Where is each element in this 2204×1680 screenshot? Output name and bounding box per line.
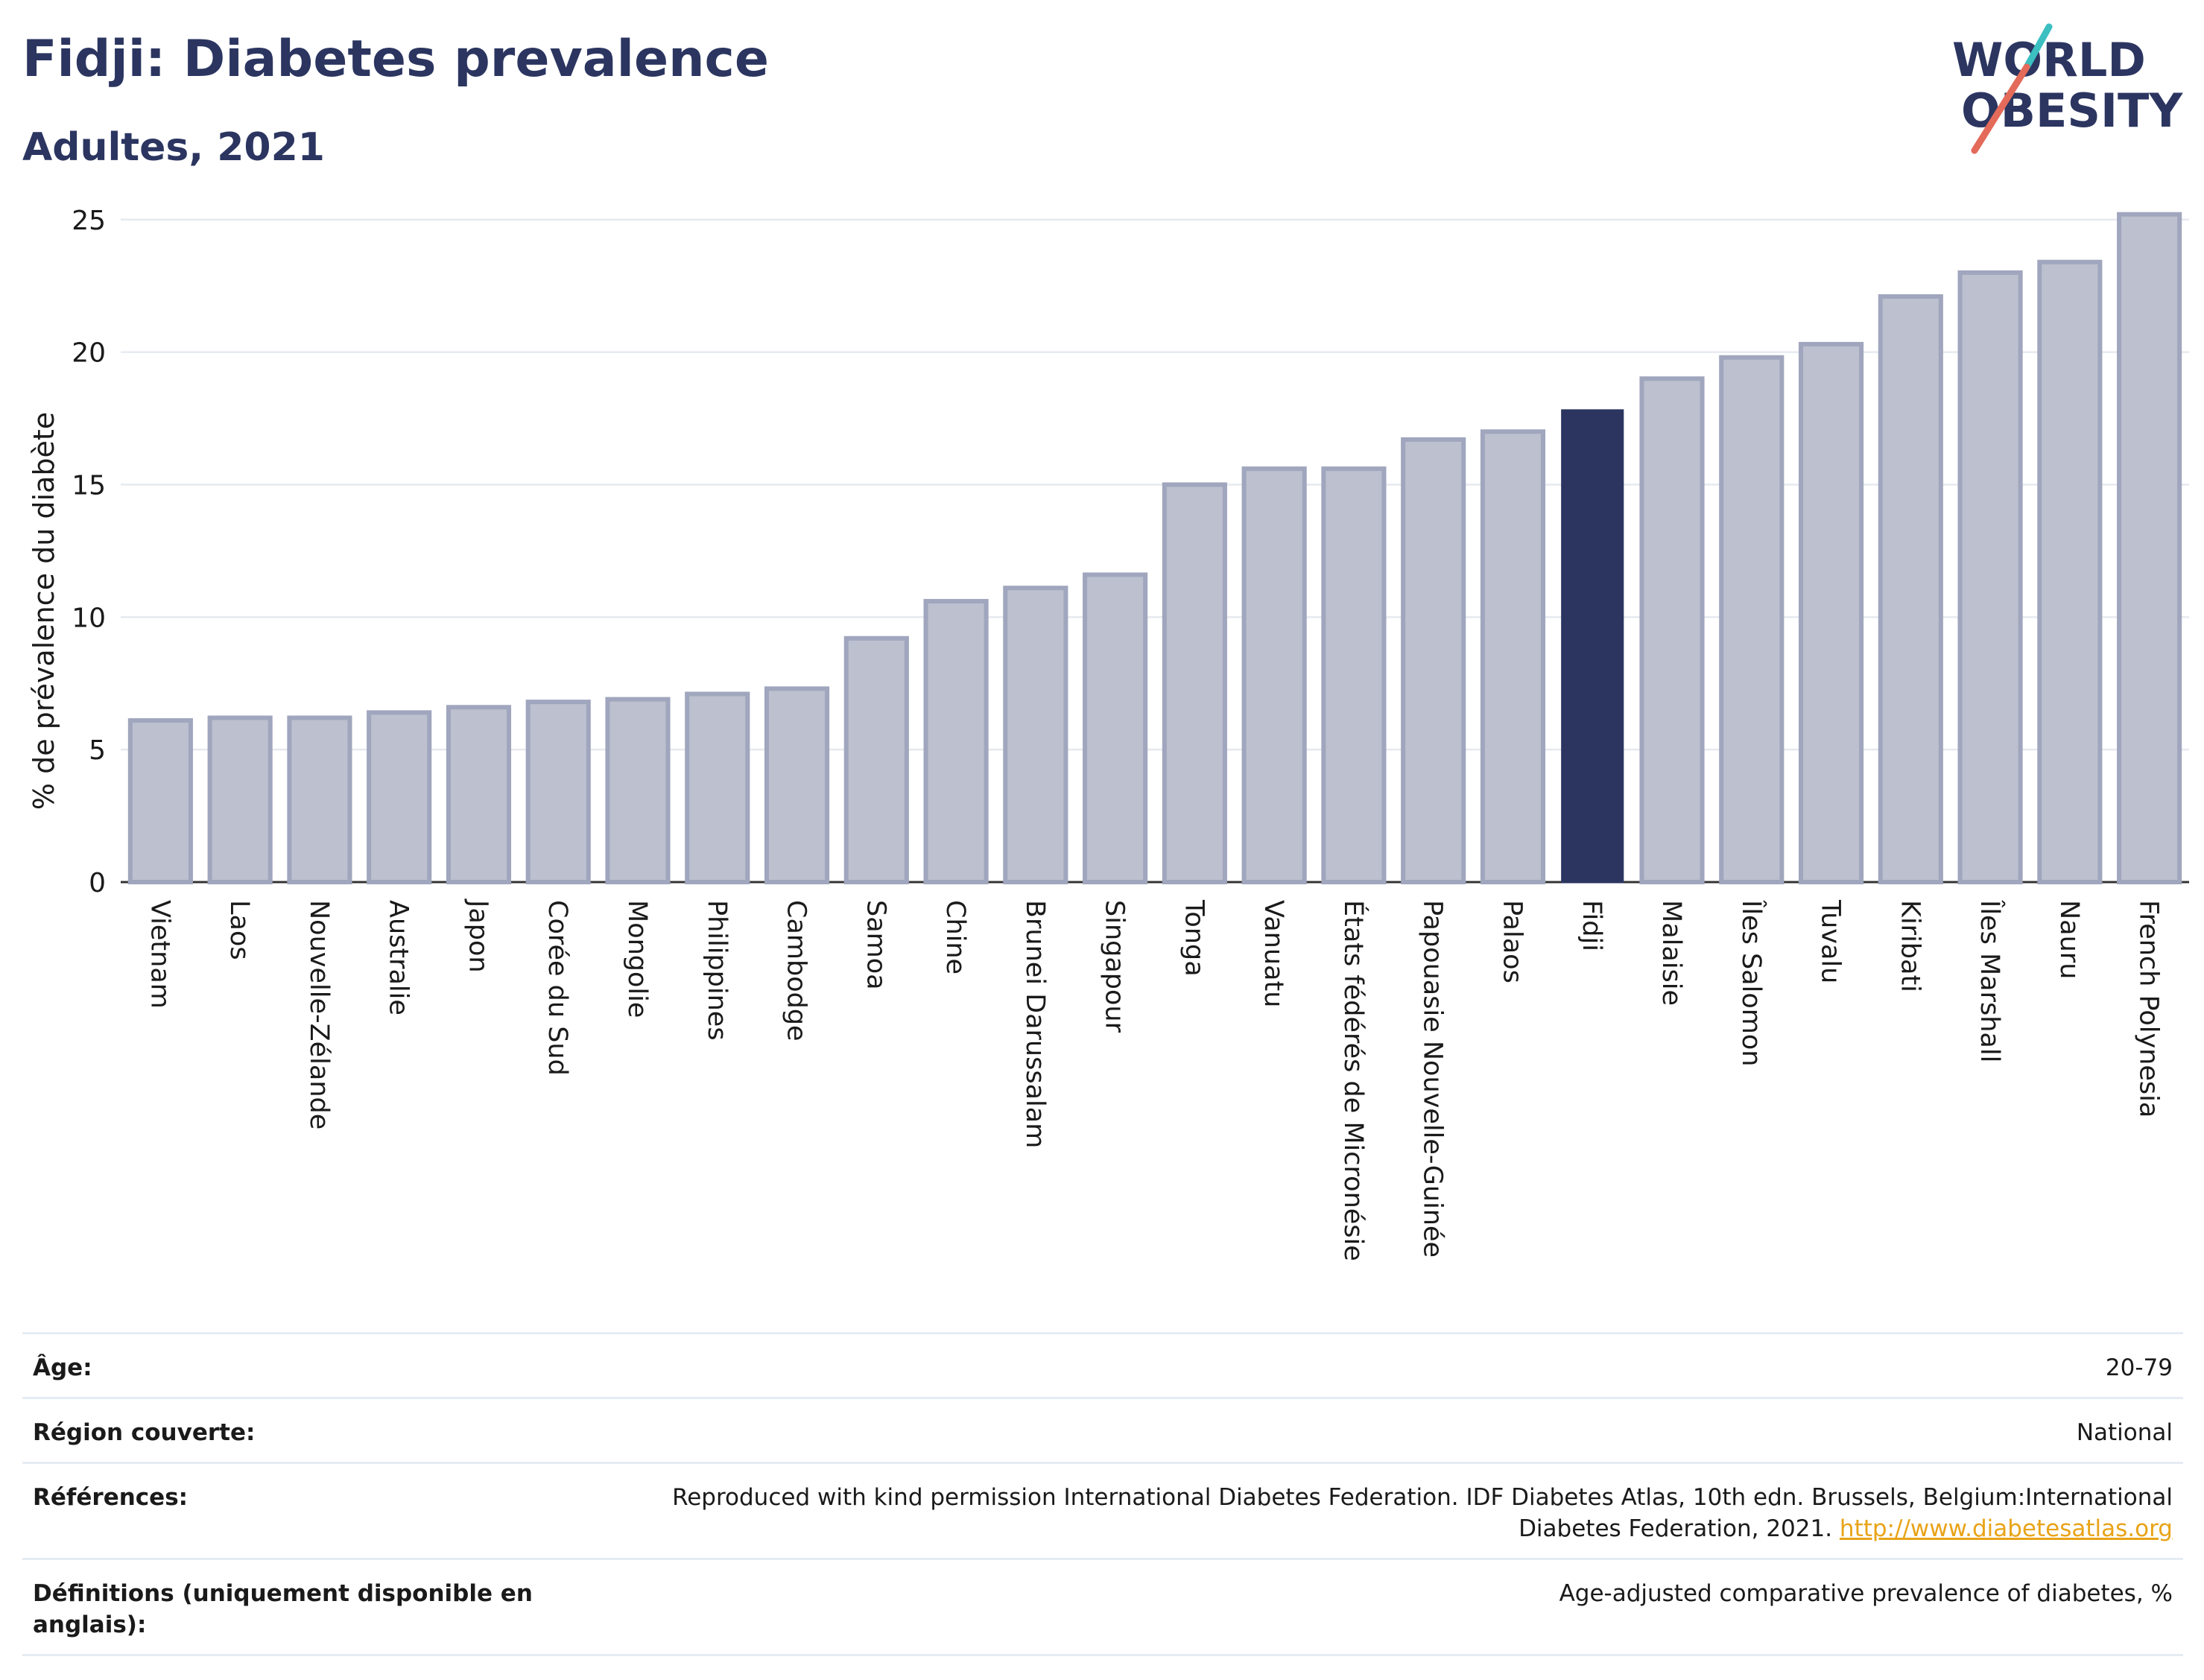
logo-text-world: WORLD [1952, 33, 2146, 87]
x-tick-label: Tuvalu [1816, 899, 1846, 983]
bar-tuvalu [1798, 341, 1864, 884]
x-tick-label: Nauru [2054, 900, 2084, 979]
x-tick-label: Mongolie [622, 900, 652, 1018]
x-tick-label: Vanuatu [1258, 900, 1288, 1007]
y-tick-label: 25 [72, 206, 106, 236]
bar-vanuatu [1241, 466, 1307, 884]
meta-age-value: 20-79 [2105, 1354, 2173, 1381]
bar-australie [367, 710, 432, 884]
x-tick-label: Japon [463, 898, 493, 973]
bar-palaos [1480, 429, 1546, 884]
logo-slash-coral [1971, 63, 2030, 154]
x-tick-label: Corée du Sud [542, 900, 572, 1076]
x-tick-label: Laos [224, 900, 254, 960]
bar-kiribati [1878, 294, 1943, 884]
bar-tonga [1162, 482, 1227, 884]
x-tick-label: Chine [940, 900, 970, 974]
bar-chart: 0 5 10 15 20 25 Vietnam Laos Nouvelle-Zélande Au… [28, 206, 2189, 1261]
x-axis-ticks: Vietnam Laos Nouvelle-Zélande Australie Japo… [145, 898, 2163, 1261]
x-tick-label: Samoa [861, 900, 890, 990]
meta-references-value: Reproduced with kind permission Internat… [571, 1482, 2173, 1544]
logo-slash-teal [2023, 23, 2053, 71]
bar--les-salomon [1719, 355, 1785, 885]
chart-title: Fidji: Diabetes prevalence [22, 30, 769, 89]
meta-row-age: Âge: 20-79 [22, 1332, 2183, 1397]
x-tick-label: Îles Marshall [1975, 899, 2006, 1062]
bar-nouvelle-z-lande [287, 715, 352, 884]
x-tick-label: Philippines [702, 900, 732, 1041]
x-tick-label: Singapour [1100, 900, 1130, 1033]
diabetesatlas-link[interactable]: http://www.diabetesatlas.org [1839, 1515, 2173, 1542]
meta-definitions-value: Age-adjusted comparative prevalence of d… [1559, 1580, 2173, 1607]
bar-samoa [843, 635, 909, 884]
bar-cor-e-du-sud [525, 700, 591, 885]
x-tick-label: Nouvelle-Zélande [304, 900, 334, 1129]
x-tick-label: Îles Salomon [1736, 899, 1767, 1066]
world-obesity-logo: WORLD OBESITY [1952, 23, 2183, 154]
bar-philippines [685, 691, 750, 885]
y-tick-label: 0 [89, 868, 106, 898]
meta-references-text: Reproduced with kind permission Internat… [672, 1484, 2173, 1542]
meta-age-label: Âge: [33, 1354, 92, 1381]
x-tick-label: Malaisie [1656, 900, 1686, 1006]
bar--les-marshall [1957, 270, 2023, 884]
bar-cambodge [764, 686, 830, 884]
bar-malaisie [1639, 376, 1705, 884]
bar-nauru [2037, 259, 2103, 885]
y-axis-ticks: 0 5 10 15 20 25 [72, 206, 106, 898]
x-tick-label: Australie [384, 900, 414, 1015]
x-tick-label: Palaos [1497, 900, 1527, 983]
x-tick-label: Fidji [1577, 900, 1606, 951]
bar-french-polynesia [2117, 212, 2182, 884]
bar-laos [207, 715, 273, 884]
metadata-table: Âge: 20-79 Région couverte: National Réf… [22, 1332, 2183, 1656]
bar-japon [446, 705, 512, 885]
x-tick-label: Tonga [1179, 899, 1209, 977]
x-tick-label: Kiribati [1895, 900, 1925, 992]
chart-subtitle: Adultes, 2021 [22, 125, 325, 170]
meta-references-label: Références: [33, 1484, 189, 1511]
bar-brunei-darussalam [1003, 586, 1068, 884]
y-tick-label: 10 [72, 603, 106, 633]
meta-region-label: Région couverte: [33, 1419, 256, 1446]
x-tick-label: French Polynesia [2134, 900, 2164, 1118]
bar-papouasie-nouvelle-guin-e [1401, 437, 1466, 884]
meta-row-definitions: Définitions (uniquement disponible en an… [22, 1558, 2183, 1656]
bars [127, 212, 2182, 885]
bar-mongolie [605, 697, 671, 884]
bar-fidji [1561, 409, 1624, 884]
meta-definitions-label: Définitions (uniquement disponible en an… [33, 1580, 533, 1638]
x-tick-label: Brunei Darussalam [1020, 900, 1050, 1148]
bar-chine [923, 598, 989, 884]
bar--tats-f-d-r-s-de-micron-sie [1321, 466, 1387, 884]
y-tick-label: 5 [89, 735, 106, 766]
x-tick-label: Cambodge [782, 900, 811, 1042]
bar-vietnam [127, 718, 193, 884]
bar-singapour [1083, 572, 1148, 884]
meta-row-region: Région couverte: National [22, 1397, 2183, 1462]
x-tick-label: Papouasie Nouvelle-Guinée [1418, 900, 1448, 1258]
x-tick-label: Vietnam [145, 900, 174, 1009]
y-tick-label: 20 [72, 338, 106, 369]
meta-row-references: Références: Reproduced with kind permiss… [22, 1462, 2183, 1558]
y-axis-label: % de prévalence du diabète [28, 412, 60, 810]
x-tick-label: États fédérés de Micronésie [1338, 900, 1369, 1261]
y-tick-label: 15 [72, 470, 106, 501]
meta-region-value: National [2076, 1419, 2173, 1446]
